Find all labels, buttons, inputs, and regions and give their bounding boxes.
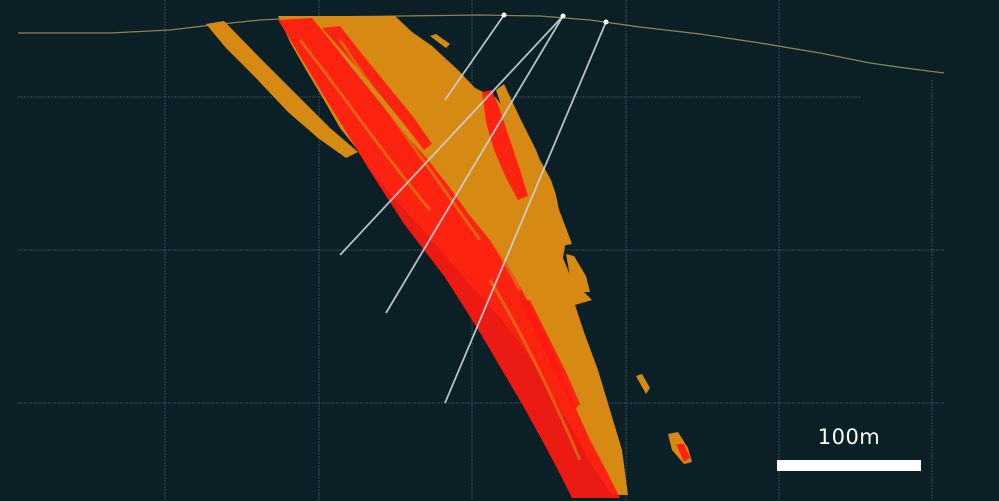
high-grade-wedge bbox=[482, 90, 528, 200]
halo-pod-right bbox=[566, 254, 590, 292]
texture-streak bbox=[298, 39, 432, 211]
high-grade-main-lode bbox=[278, 18, 620, 498]
halo-upper-tail bbox=[496, 84, 572, 246]
texture-streak bbox=[488, 279, 582, 461]
drill-hole-trace bbox=[339, 15, 564, 256]
drill-hole-trace bbox=[385, 15, 564, 314]
texture-streak bbox=[378, 59, 522, 291]
drill-holes bbox=[339, 14, 607, 404]
collar-dot-icon bbox=[560, 13, 566, 19]
collar-dot-icon bbox=[501, 12, 507, 18]
halo-pod-small bbox=[430, 34, 450, 48]
drill-hole-trace bbox=[444, 14, 505, 101]
high-grade-zone bbox=[278, 18, 690, 498]
halo-pod-lower-1 bbox=[636, 374, 650, 394]
drill-hole-trace bbox=[444, 21, 607, 404]
high-grade-lens-lower bbox=[676, 444, 690, 462]
halo-hangingwall-sliver bbox=[206, 21, 358, 158]
texture-streak bbox=[448, 119, 542, 301]
ore-texture bbox=[298, 39, 582, 461]
collar-dot-icon bbox=[603, 19, 609, 25]
scale-bar bbox=[777, 460, 921, 471]
high-grade-upper-splay bbox=[322, 26, 432, 150]
drill-collars bbox=[501, 12, 609, 25]
texture-streak bbox=[338, 39, 482, 241]
scale-bar-label: 100m bbox=[817, 425, 881, 449]
topography-line bbox=[18, 14, 945, 74]
high-grade-tail-right bbox=[520, 300, 580, 410]
